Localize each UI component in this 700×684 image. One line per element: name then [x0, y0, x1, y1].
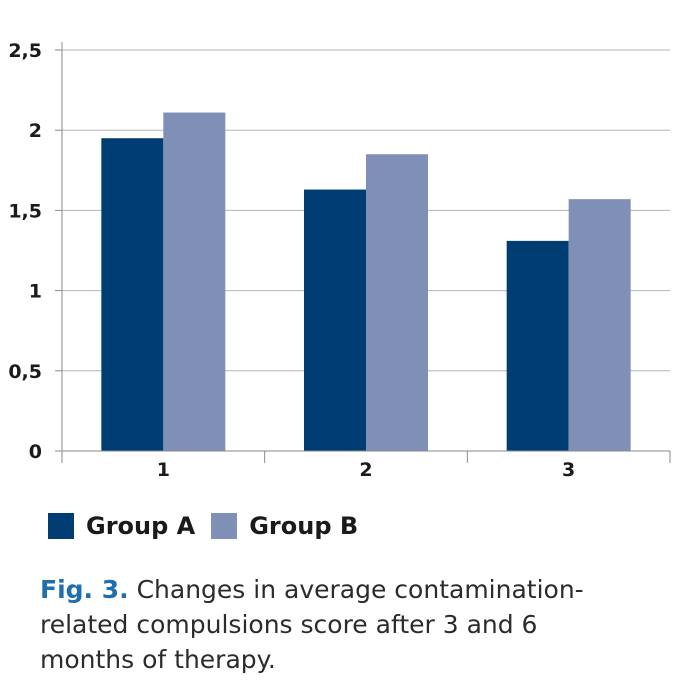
- bar-group-b-3: [568, 199, 631, 451]
- tick-labels: 0 0,5 1 1,5 2 2,5 1 2 3: [8, 40, 575, 481]
- legend-label-group-b: Group B: [249, 512, 359, 540]
- legend-swatch-group-b: [211, 513, 238, 539]
- caption-label: Fig. 3.: [40, 575, 129, 604]
- y-tick-label: 1,5: [8, 200, 42, 222]
- y-tick-label: 0: [29, 441, 42, 463]
- bar-group-b-1: [163, 112, 226, 451]
- legend-swatch-group-a: [48, 513, 74, 539]
- bar-group-b-2: [366, 154, 428, 451]
- x-tick-label: 2: [359, 459, 372, 481]
- legend-label-group-a: Group A: [86, 512, 196, 540]
- caption-text: Changes in average contamination-related…: [40, 575, 584, 674]
- y-tick-label: 0,5: [8, 361, 42, 383]
- bars: [101, 112, 631, 451]
- legend-item-group-a: Group A: [48, 512, 195, 540]
- bar-group-a-3: [506, 240, 569, 451]
- legend-item-group-b: Group B: [211, 512, 358, 540]
- legend: Group A Group B: [48, 512, 374, 540]
- y-tick-label: 1: [29, 281, 42, 303]
- bar-group-a-1: [101, 138, 164, 451]
- bar-chart: 0 0,5 1 1,5 2 2,5 1 2 3: [8, 40, 671, 481]
- axes: [55, 42, 671, 463]
- x-tick-label: 3: [562, 459, 575, 481]
- x-tick-label: 1: [157, 459, 170, 481]
- bar-group-a-2: [304, 189, 366, 451]
- y-tick-label: 2: [29, 120, 42, 142]
- y-tick-label: 2,5: [8, 40, 42, 62]
- figure-caption: Fig. 3. Changes in average contamination…: [40, 572, 600, 677]
